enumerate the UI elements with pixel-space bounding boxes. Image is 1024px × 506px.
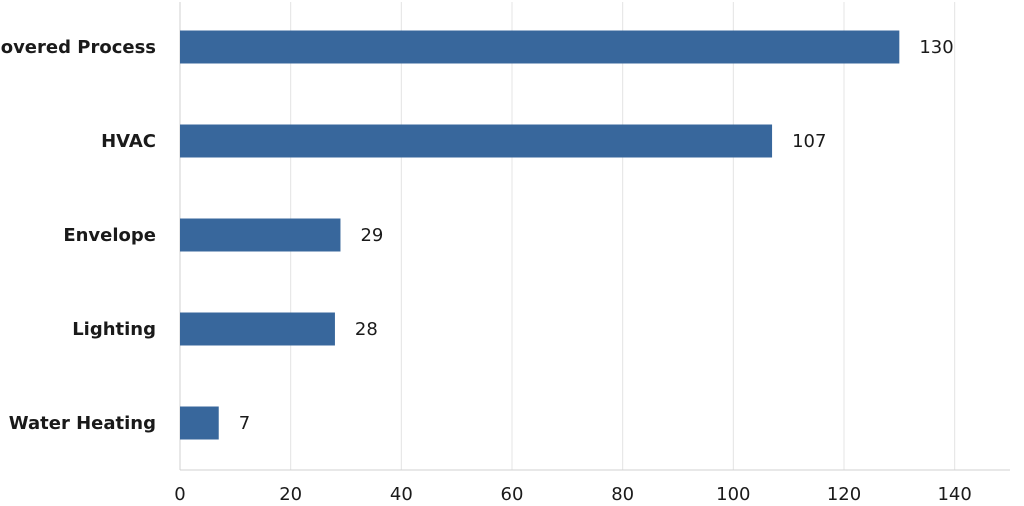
- x-tick-label: 20: [279, 484, 302, 505]
- gridlines: [179, 2, 1010, 471]
- bar: [180, 406, 219, 440]
- bars: [180, 30, 900, 440]
- x-tick-label: 80: [611, 484, 634, 505]
- category-label: Covered Process: [0, 37, 156, 58]
- bar: [180, 312, 335, 346]
- data-label: 130: [919, 37, 953, 58]
- category-label: Lighting: [72, 319, 156, 340]
- x-axis-ticks: 0 20 40 60 80 100 120 140: [174, 484, 972, 505]
- bar: [180, 218, 341, 252]
- data-label: 28: [355, 319, 378, 340]
- category-label: HVAC: [101, 131, 156, 152]
- bar: [180, 30, 900, 64]
- category-label: Envelope: [63, 225, 156, 246]
- x-tick-label: 120: [827, 484, 861, 505]
- data-label: 107: [792, 131, 826, 152]
- x-tick-label: 0: [174, 484, 185, 505]
- bar: [180, 124, 773, 158]
- labels: Covered Process 130 HVAC 107 Envelope 29 Light…: [0, 37, 954, 434]
- x-tick-label: 60: [501, 484, 524, 505]
- data-label: 7: [239, 413, 250, 434]
- category-label: Water Heating: [9, 413, 156, 434]
- x-tick-label: 100: [716, 484, 750, 505]
- data-label: 29: [360, 225, 383, 246]
- x-tick-label: 140: [937, 484, 971, 505]
- x-tick-label: 40: [390, 484, 413, 505]
